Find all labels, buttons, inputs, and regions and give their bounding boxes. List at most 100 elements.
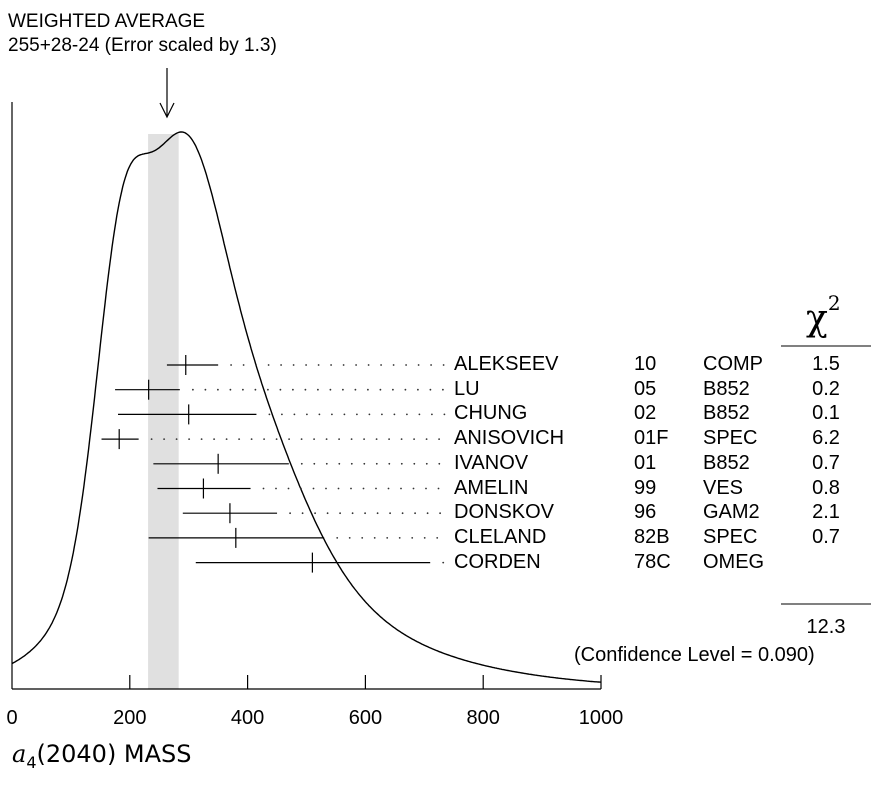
leader-dot (304, 388, 307, 391)
leader-dot (398, 537, 401, 539)
author-label: LU (454, 377, 480, 400)
leader-dot (342, 364, 345, 366)
leader-dot (406, 413, 408, 416)
leader-dot (339, 512, 341, 515)
leader-dot (175, 438, 178, 440)
chi2-value: 0.7 (812, 525, 840, 548)
leader-dot (350, 487, 352, 490)
year-label: 10 (634, 353, 657, 375)
year-label: 01F (634, 427, 669, 450)
leader-dot (401, 512, 404, 515)
leader-dot (426, 512, 429, 515)
leader-dot (413, 438, 415, 440)
leader-dot (375, 487, 377, 490)
year-label: 05 (634, 377, 657, 400)
title-symbol: a (12, 740, 27, 768)
leader-dot (364, 512, 366, 515)
leader-dot (275, 438, 278, 440)
leader-dot (368, 413, 371, 416)
technique-label: B852 (703, 377, 750, 400)
leader-dot (217, 388, 219, 391)
measurement-markers (101, 355, 446, 573)
author-label: CHUNG (454, 402, 528, 425)
leader-dot (318, 413, 321, 416)
leader-dot (313, 438, 315, 440)
x-tick-label: 400 (230, 707, 265, 729)
leader-dot (417, 364, 420, 366)
leader-dot (312, 487, 315, 490)
leader-dot (351, 512, 354, 515)
leader-dot (386, 537, 389, 539)
chi2-value: 0.7 (812, 451, 840, 474)
author-label: DONSKOV (454, 501, 555, 524)
weighted-average-label: WEIGHTED AVERAGE (8, 11, 206, 32)
leader-dot (425, 438, 428, 440)
leader-dot (439, 512, 441, 515)
leader-dot (429, 388, 432, 391)
chi2-header: χ2 (806, 291, 841, 339)
leader-dot (289, 512, 291, 515)
leader-dot (363, 438, 365, 440)
technique-label: VES (703, 476, 744, 499)
leader-dot (412, 487, 415, 490)
leader-dot (204, 388, 207, 391)
leader-dot (423, 537, 426, 539)
leader-dot (150, 438, 153, 440)
leader-dot (436, 537, 439, 539)
chart-title: a4(2040) MASS (12, 740, 192, 772)
leader-dot (442, 388, 444, 391)
leader-dot (367, 388, 369, 391)
technique-label: B852 (703, 402, 750, 425)
leader-dot (375, 438, 378, 440)
leader-dot (336, 537, 339, 539)
leader-dot (325, 462, 328, 465)
leader-dot (431, 413, 433, 416)
leader-dot (350, 438, 353, 440)
chi2-value: 0.1 (812, 402, 840, 425)
x-tick-label: 0 (6, 707, 18, 729)
x-tick-label: 200 (113, 707, 147, 729)
technique-label: OMEG (703, 550, 765, 573)
leader-dot (354, 388, 357, 391)
title-subscript: 4 (26, 752, 37, 772)
leader-dot (325, 438, 328, 440)
leader-dot (275, 487, 277, 490)
technique-label: GAM2 (703, 501, 760, 524)
leader-dot (331, 413, 333, 416)
leader-dot (425, 487, 427, 490)
chi2-value: 0.2 (812, 377, 840, 400)
technique-label: COMP (703, 353, 763, 375)
title-text: (2040) MASS (36, 740, 192, 768)
leader-dot (192, 388, 194, 391)
year-label: 99 (634, 476, 657, 499)
leader-dot (287, 487, 290, 490)
leader-dot (400, 438, 403, 440)
leader-dot (393, 413, 396, 416)
leader-dot (361, 537, 364, 539)
leader-dot (300, 462, 303, 465)
leader-dot (392, 388, 394, 391)
technique-label: SPEC (703, 427, 758, 450)
leader-dot (379, 388, 382, 391)
leader-dot (268, 413, 271, 416)
leader-dot (225, 438, 228, 440)
leader-dot (375, 462, 378, 465)
weighted-average-arrowhead (159, 102, 175, 119)
leader-dot (348, 537, 351, 539)
leader-dot (413, 462, 416, 465)
author-label: ANISOVICH (454, 427, 565, 450)
chi2-value: 6.2 (812, 427, 840, 450)
leader-dot (388, 462, 391, 465)
leader-dot (438, 462, 441, 465)
leader-dot (242, 364, 245, 366)
leader-dot (330, 364, 332, 366)
leader-dot (306, 413, 308, 416)
leader-dot (343, 413, 346, 416)
leader-dot (373, 537, 376, 539)
leader-dot (405, 364, 407, 366)
leader-dot (442, 364, 445, 366)
leader-dot (338, 438, 340, 440)
author-label: CLELAND (454, 525, 547, 548)
leader-dot (381, 413, 383, 416)
